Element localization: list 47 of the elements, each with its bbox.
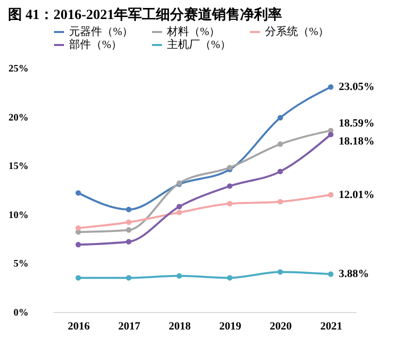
point bbox=[76, 242, 81, 248]
legend-label: 元器件（%） bbox=[69, 26, 134, 38]
point bbox=[176, 273, 182, 279]
legend-label: 主机厂（%） bbox=[167, 38, 232, 51]
legend-label: 部件（%） bbox=[69, 38, 122, 51]
point bbox=[126, 238, 132, 244]
point bbox=[126, 227, 132, 233]
point bbox=[76, 275, 81, 281]
point bbox=[176, 204, 182, 210]
point bbox=[328, 192, 334, 198]
point bbox=[227, 275, 232, 281]
point bbox=[328, 271, 334, 277]
x-tick-label: 2021 bbox=[320, 320, 342, 332]
point bbox=[278, 115, 283, 121]
y-tick-label: 5% bbox=[14, 258, 28, 270]
point bbox=[227, 183, 232, 189]
point bbox=[328, 84, 334, 90]
legend-label: 分系统（%） bbox=[265, 25, 330, 38]
point bbox=[176, 210, 182, 216]
y-tick-label: 15% bbox=[8, 161, 28, 172]
point bbox=[76, 225, 81, 231]
y-tick-label: 25% bbox=[8, 64, 28, 74]
data-label: 3.88% bbox=[338, 268, 369, 280]
point bbox=[126, 219, 132, 225]
point bbox=[278, 168, 283, 174]
x-tick-label: 2019 bbox=[219, 320, 242, 332]
y-tick-label: 20% bbox=[8, 112, 28, 124]
y-tick-label: 0% bbox=[14, 308, 28, 318]
point bbox=[278, 198, 283, 204]
data-label: 18.18% bbox=[338, 136, 374, 148]
data-label: 18.59% bbox=[338, 118, 374, 130]
data-label: 12.01% bbox=[338, 188, 374, 201]
point bbox=[278, 141, 283, 147]
x-tick-label: 2020 bbox=[270, 320, 292, 332]
point bbox=[126, 206, 132, 212]
x-tick-label: 2016 bbox=[68, 320, 90, 332]
point bbox=[328, 132, 334, 138]
point bbox=[126, 275, 132, 281]
data-label: 23.05% bbox=[338, 81, 374, 94]
x-tick-label: 2017 bbox=[118, 320, 141, 332]
chart-title: 图 41：2016-2021年军工细分赛道销售净利率 bbox=[8, 6, 282, 23]
legend-label: 材料（%） bbox=[166, 25, 220, 38]
x-tick-label: 2018 bbox=[168, 320, 192, 332]
y-tick-label: 10% bbox=[8, 210, 28, 221]
point bbox=[227, 200, 232, 206]
point bbox=[76, 190, 81, 196]
point bbox=[278, 269, 283, 275]
